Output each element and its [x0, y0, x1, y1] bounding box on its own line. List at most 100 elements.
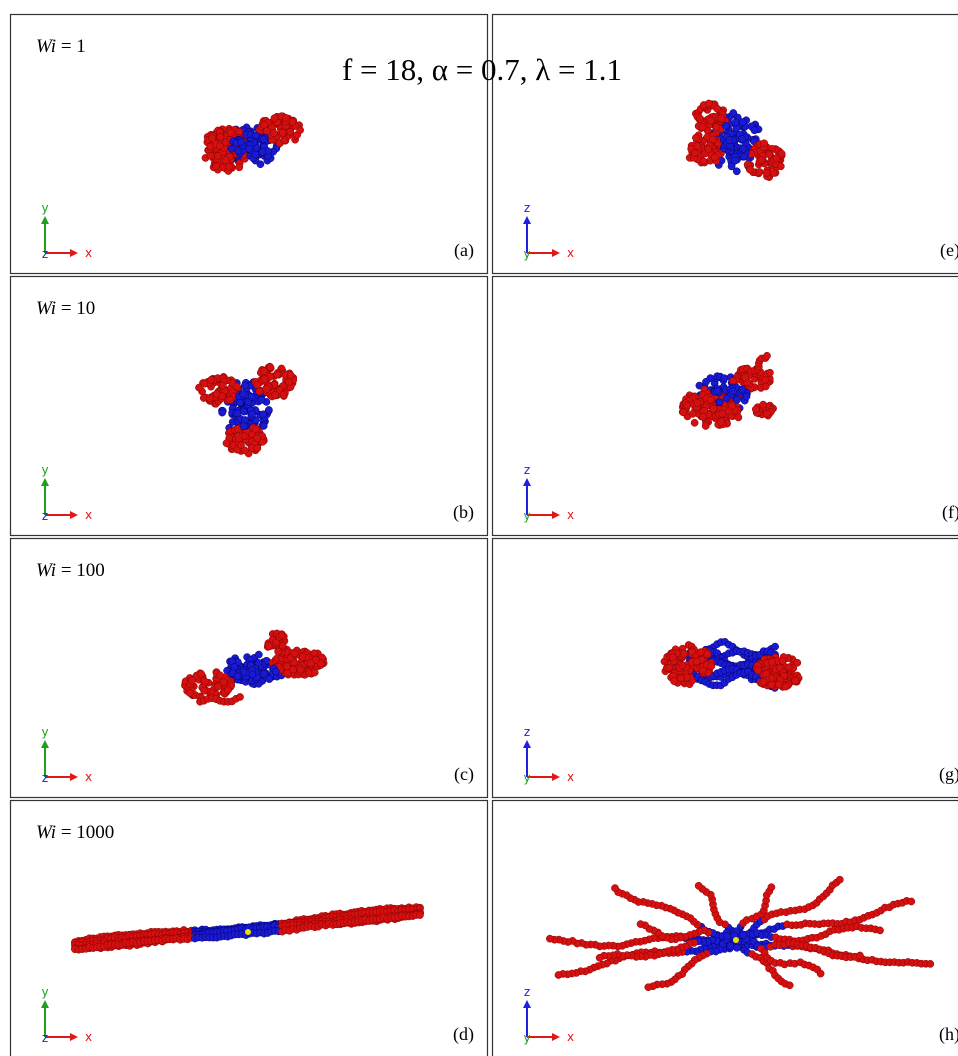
bead [908, 898, 915, 905]
bead [718, 115, 725, 122]
bead [760, 678, 767, 685]
bead [241, 416, 248, 423]
bead [252, 132, 259, 139]
wi-label: Wi = 1 [36, 36, 86, 57]
bead [263, 385, 270, 392]
bead [683, 402, 690, 409]
figure: Wi = 1(a)yzx(e)zyxWi = 10(b)yzx(f)zyxWi … [0, 0, 958, 1056]
bead [228, 129, 235, 136]
bead [762, 383, 769, 390]
bead [236, 693, 243, 700]
axis-label: z [524, 985, 530, 999]
bead [189, 677, 196, 684]
panel-letter: (d) [453, 1024, 474, 1045]
axis-label: z [42, 509, 48, 523]
wi-symbol: Wi [36, 560, 56, 581]
bead [713, 105, 720, 112]
bead [245, 145, 252, 152]
bead [274, 371, 281, 378]
bead [876, 927, 883, 934]
bead [727, 942, 734, 949]
bead [694, 399, 701, 406]
bead [718, 418, 725, 425]
bead [291, 650, 298, 657]
bead [240, 391, 247, 398]
bead [768, 659, 775, 666]
panel-letter: (c) [454, 764, 474, 785]
bead [272, 392, 279, 399]
bead [691, 149, 698, 156]
bead [740, 931, 747, 938]
panel: Wi = 10(b)yzx [11, 277, 488, 536]
bead [700, 413, 707, 420]
bead [252, 426, 259, 433]
bead [252, 151, 259, 158]
bead [201, 380, 208, 387]
bead [733, 168, 740, 175]
bead [227, 396, 234, 403]
bead [699, 123, 706, 130]
bead [289, 118, 296, 125]
bead [213, 390, 220, 397]
wi-label: Wi = 10 [36, 298, 95, 319]
bead [714, 387, 721, 394]
axis-label: z [42, 771, 48, 785]
bead [766, 369, 773, 376]
wi-symbol: Wi [36, 298, 56, 319]
bead [270, 129, 277, 136]
bead [238, 138, 245, 145]
wi-symbol: Wi [36, 822, 56, 843]
axis-label: x [567, 1030, 574, 1044]
bead [287, 128, 294, 135]
bead [240, 408, 247, 415]
bead [730, 109, 737, 116]
bead [775, 681, 782, 688]
bead [255, 651, 262, 658]
axis-label: x [567, 246, 574, 260]
core [245, 929, 251, 935]
wi-symbol: Wi [36, 36, 56, 57]
axis-label: y [523, 509, 530, 523]
bead [692, 134, 699, 141]
bead [236, 399, 243, 406]
bead [233, 383, 240, 390]
bead [217, 672, 224, 679]
axis-label: z [524, 201, 530, 215]
bead [700, 158, 707, 165]
bead [249, 671, 256, 678]
axis-label: x [567, 770, 574, 784]
bead [258, 396, 265, 403]
bead [689, 410, 696, 417]
bead [217, 133, 224, 140]
bead [680, 409, 687, 416]
bead [546, 935, 553, 942]
bead [702, 422, 709, 429]
bead [776, 664, 783, 671]
bead [248, 393, 255, 400]
bead [705, 100, 712, 107]
bead [208, 376, 215, 383]
axis-label: y [41, 463, 48, 477]
bead [739, 119, 746, 126]
bead [751, 127, 758, 134]
bead [739, 135, 746, 142]
bead [256, 388, 263, 395]
bead [260, 670, 267, 677]
axis-label: z [524, 463, 530, 477]
core [733, 937, 739, 943]
bead [716, 399, 723, 406]
wi-value: = 1 [61, 36, 86, 57]
bead [206, 395, 213, 402]
panel: (h)zyx [493, 801, 958, 1056]
panel-letter: (a) [454, 240, 474, 261]
bead [770, 169, 777, 176]
axis-label: x [85, 770, 92, 784]
bead [740, 145, 747, 152]
bead [777, 163, 784, 170]
bead [766, 151, 773, 158]
bead [236, 164, 243, 171]
bead [705, 146, 712, 153]
bead [794, 659, 801, 666]
